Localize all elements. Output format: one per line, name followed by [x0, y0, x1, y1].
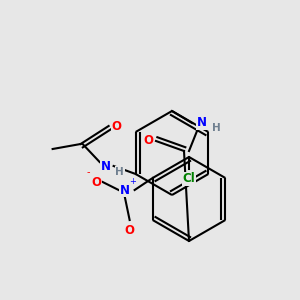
- Text: N: N: [100, 160, 111, 172]
- Text: +: +: [129, 178, 136, 187]
- Text: N: N: [197, 116, 207, 130]
- Text: -: -: [87, 167, 90, 177]
- Text: Cl: Cl: [183, 172, 195, 185]
- Text: O: O: [92, 176, 102, 188]
- Text: N: N: [120, 184, 130, 196]
- Text: O: O: [124, 224, 135, 236]
- Text: O: O: [112, 119, 122, 133]
- Text: O: O: [143, 134, 153, 148]
- Text: H: H: [115, 167, 124, 177]
- Text: H: H: [212, 123, 220, 133]
